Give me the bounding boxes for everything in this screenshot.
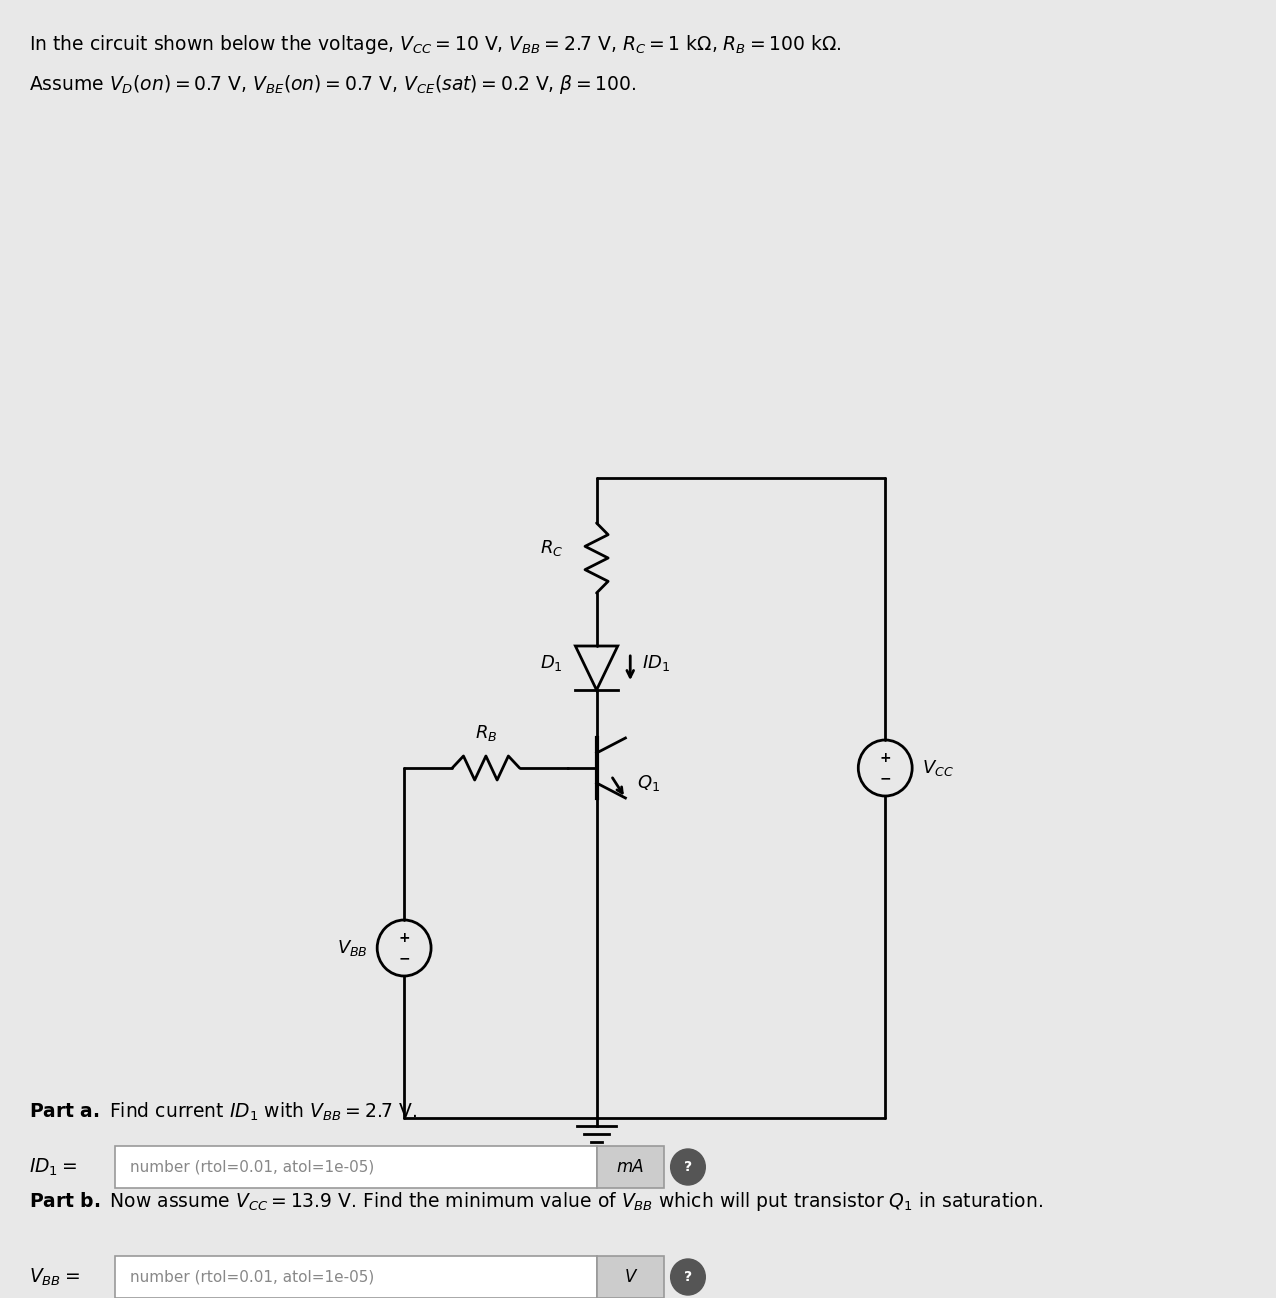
- Text: $\bf{Part\ a.}$ Find current $ID_1$ with $V_{BB} = 2.7$ V.: $\bf{Part\ a.}$ Find current $ID_1$ with…: [29, 1101, 417, 1123]
- Text: number (rtol=0.01, atol=1e-05): number (rtol=0.01, atol=1e-05): [130, 1269, 374, 1285]
- Text: +: +: [398, 931, 410, 945]
- Text: ?: ?: [684, 1160, 692, 1173]
- Text: In the circuit shown below the voltage, $V_{CC} = 10$ V, $V_{BB} = 2.7$ V, $R_C : In the circuit shown below the voltage, …: [29, 32, 841, 56]
- Text: $V_{BB} =$: $V_{BB} =$: [29, 1267, 79, 1288]
- Text: $V_{CC}$: $V_{CC}$: [921, 758, 953, 778]
- Text: −: −: [398, 951, 410, 964]
- Text: $R_C$: $R_C$: [540, 537, 563, 558]
- FancyBboxPatch shape: [597, 1146, 664, 1188]
- FancyBboxPatch shape: [115, 1146, 597, 1188]
- Text: number (rtol=0.01, atol=1e-05): number (rtol=0.01, atol=1e-05): [130, 1159, 374, 1175]
- Circle shape: [671, 1149, 706, 1185]
- Text: mA: mA: [616, 1158, 644, 1176]
- Text: Assume $V_D(on) = 0.7$ V, $V_{BE}(on) = 0.7$ V, $V_{CE}(sat) = 0.2$ V, $\beta = : Assume $V_D(on) = 0.7$ V, $V_{BE}(on) = …: [29, 73, 637, 96]
- Text: $V_{BB}$: $V_{BB}$: [337, 938, 367, 958]
- Text: $\bf{Part\ b.}$ Now assume $V_{CC} = 13.9$ V. Find the minimum value of $V_{BB}$: $\bf{Part\ b.}$ Now assume $V_{CC} = 13.…: [29, 1190, 1042, 1214]
- Text: $ID_1$: $ID_1$: [642, 653, 670, 672]
- FancyBboxPatch shape: [115, 1256, 597, 1298]
- Text: ?: ?: [684, 1269, 692, 1284]
- Circle shape: [671, 1259, 706, 1295]
- Text: −: −: [879, 771, 891, 785]
- Text: +: +: [879, 752, 891, 765]
- Text: V: V: [624, 1268, 635, 1286]
- Text: $D_1$: $D_1$: [540, 653, 563, 672]
- Text: $ID_1 =$: $ID_1 =$: [29, 1157, 77, 1177]
- Text: $Q_1$: $Q_1$: [637, 774, 660, 793]
- FancyBboxPatch shape: [597, 1256, 664, 1298]
- Text: $R_B$: $R_B$: [475, 723, 498, 742]
